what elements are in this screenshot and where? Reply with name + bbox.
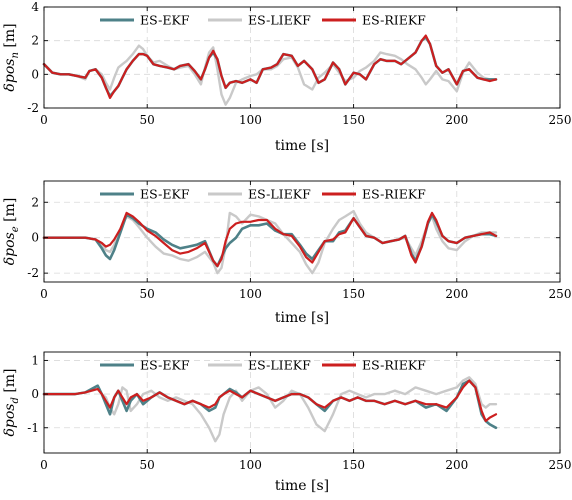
y-axis-label-main: δpos [2, 404, 18, 437]
series-line-es-riekf [42, 379, 498, 423]
y-tick-label: 0 [31, 387, 39, 401]
x-tick-label: 0 [40, 113, 48, 127]
x-tick-label: 0 [40, 458, 48, 472]
x-axis-label: time [s] [275, 310, 329, 326]
y-axis-label-main: δpos [2, 232, 18, 265]
legend-label-es-riekf: ES-RIEKF [362, 358, 426, 373]
y-axis-label-main: δpos [2, 59, 18, 92]
y-axis-label: δposn [m] [2, 23, 21, 91]
x-tick-label: 250 [549, 287, 572, 301]
x-tick-label: 250 [549, 458, 572, 472]
legend-label-es-riekf: ES-RIEKF [362, 13, 426, 28]
x-axis-label: time [s] [275, 478, 329, 494]
x-tick-label: 200 [445, 287, 468, 301]
y-tick-label: 0 [31, 231, 39, 245]
x-tick-label: 100 [239, 458, 262, 472]
y-axis-label-subscript: n [10, 52, 21, 58]
x-axis-label: time [s] [275, 138, 329, 154]
legend-label-es-ekf: ES-EKF [140, 358, 190, 373]
y-tick-label: 2 [31, 34, 39, 48]
y-axis-label: δposd [m] [2, 368, 21, 436]
x-tick-label: 50 [140, 458, 155, 472]
legend-label-es-liekf: ES-LIEKF [248, 187, 311, 202]
series-line-es-liekf [42, 376, 498, 443]
y-axis-label-unit: [m] [2, 368, 18, 397]
x-tick-label: 250 [549, 113, 572, 127]
x-tick-label: 200 [445, 113, 468, 127]
legend-label-es-ekf: ES-EKF [140, 187, 190, 202]
y-axis-label-subscript: e [10, 226, 21, 232]
y-tick-label: 4 [31, 0, 39, 14]
y-tick-label: 1 [31, 353, 39, 367]
y-axis-label-subscript: d [10, 397, 21, 403]
x-tick-label: 100 [239, 287, 262, 301]
y-tick-label: -2 [27, 101, 39, 115]
x-tick-label: 200 [445, 458, 468, 472]
y-tick-label: 2 [31, 195, 39, 209]
y-axis-label-unit: [m] [2, 23, 18, 52]
x-tick-label: 150 [342, 113, 365, 127]
y-tick-label: -1 [27, 421, 39, 435]
legend-label-es-liekf: ES-LIEKF [248, 358, 311, 373]
x-tick-label: 50 [140, 113, 155, 127]
legend-label-es-liekf: ES-LIEKF [248, 13, 311, 28]
series-line-es-riekf [42, 211, 498, 268]
legend-label-es-riekf: ES-RIEKF [362, 187, 426, 202]
y-axis-label: δpose [m] [2, 198, 21, 266]
chart-panel-2: 0 50 100 150 200 250 -1 0 1 time [s] δposd [m] ES-E… [2, 351, 572, 494]
y-tick-label: -2 [27, 266, 39, 280]
x-tick-label: 0 [40, 287, 48, 301]
axes-box [43, 351, 561, 454]
y-tick-label: 0 [31, 67, 39, 81]
y-axis-label-unit: [m] [2, 198, 18, 227]
x-tick-label: 150 [342, 287, 365, 301]
x-tick-label: 150 [342, 458, 365, 472]
axes-box [43, 180, 561, 283]
series-line-es-liekf [42, 44, 498, 106]
series-line-es-riekf [42, 34, 498, 99]
x-tick-label: 50 [140, 287, 155, 301]
axes-box [43, 6, 561, 109]
legend-label-es-ekf: ES-EKF [140, 13, 190, 28]
plot-area [44, 181, 560, 282]
x-tick-label: 100 [239, 113, 262, 127]
